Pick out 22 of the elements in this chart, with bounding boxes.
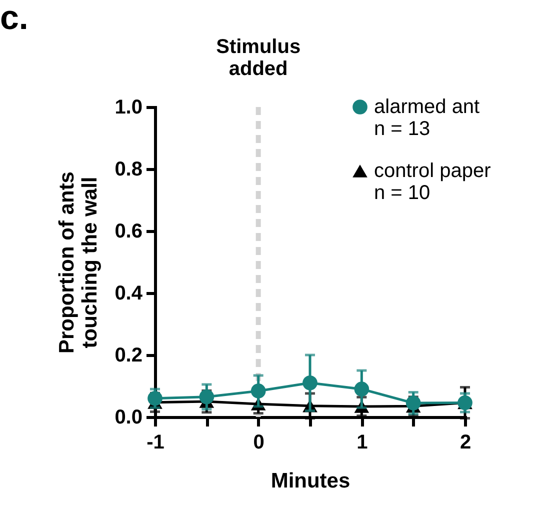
point xyxy=(302,376,318,390)
legend-label: control paper n = 10 xyxy=(374,160,492,204)
x-tick-label: -1 xyxy=(146,432,164,454)
y-tick-label: 0.6 xyxy=(114,220,142,242)
y-axis-title: Proportion of ants touching the wall xyxy=(56,172,102,354)
y-tick-label: 0.2 xyxy=(114,344,142,366)
y-tick-label: 0.0 xyxy=(114,406,142,428)
x-axis-title: Minutes xyxy=(270,470,350,492)
y-tick-label: 0.8 xyxy=(114,158,142,180)
legend-label: alarmed ant n = 13 xyxy=(374,96,480,140)
point xyxy=(199,389,214,404)
point xyxy=(406,396,421,410)
x-tick-label: 2 xyxy=(460,432,472,454)
ref-line-label: Stimulus added xyxy=(216,36,301,80)
point xyxy=(250,384,266,398)
point xyxy=(354,382,370,396)
y-tick-label: 0.4 xyxy=(114,282,144,304)
text: c. xyxy=(0,0,28,37)
point xyxy=(148,391,162,406)
x-tick-label: 0 xyxy=(253,432,264,454)
y-tick-label: 1.0 xyxy=(114,96,142,118)
x-tick-label: 1 xyxy=(356,432,368,454)
